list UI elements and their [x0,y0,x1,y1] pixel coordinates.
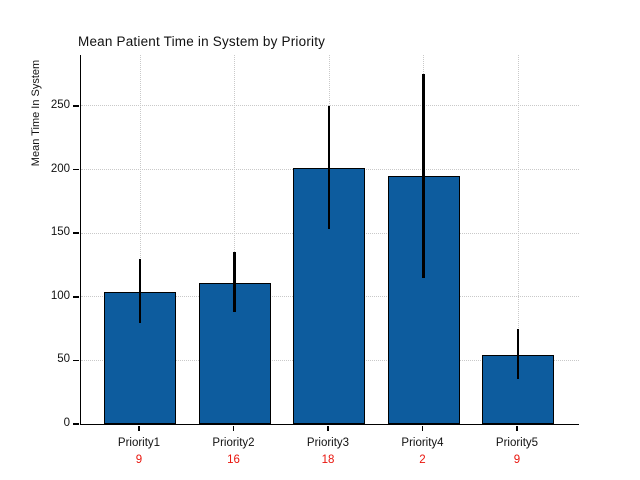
x-label-priority4: Priority4 [401,437,444,449]
y-axis-tick-50 [73,359,79,362]
x-axis-tick-priority2 [232,425,235,431]
y-axis-tick-250 [73,105,79,107]
y-axis-tick-100 [73,296,79,298]
y-tick-label-100: 100 [50,289,70,302]
gridline-vertical-priority2 [234,55,235,424]
x-axis-tick-priority1 [138,425,140,431]
x-label-priority1: Priority1 [117,437,161,449]
error-bar-priority4 [422,74,425,278]
x-axis-tick-priority4 [421,425,424,431]
count-label-priority3: 18 [321,454,335,466]
error-bar-priority5 [516,328,520,380]
x-axis-tick-priority5 [516,425,518,431]
y-tick-label-50: 50 [57,353,70,366]
x-axis-tick-priority3 [327,425,329,431]
y-tick-label-0: 0 [63,417,70,429]
y-axis-tick-0 [73,423,79,425]
y-tick-label-250: 250 [50,98,70,111]
count-label-priority5: 9 [513,454,521,466]
plot-area [80,55,579,425]
y-axis-tick-150 [73,232,79,234]
count-label-priority2: 16 [227,454,240,466]
gridline-vertical-priority1 [139,55,141,424]
y-tick-label-150: 150 [50,226,70,239]
y-axis-tick-200 [73,168,79,171]
x-label-priority3: Priority3 [306,437,350,449]
y-tick-label-200: 200 [50,162,70,175]
gridline-vertical-priority5 [517,55,519,424]
error-bar-priority3 [327,105,331,230]
error-bar-priority1 [138,258,142,324]
count-label-priority1: 9 [135,454,143,466]
x-label-priority5: Priority5 [495,437,539,449]
error-bar-priority2 [233,252,236,313]
count-label-priority4: 2 [419,454,426,466]
x-label-priority2: Priority2 [212,437,255,449]
chart-title: Mean Patient Time in System by Priority [78,34,326,49]
